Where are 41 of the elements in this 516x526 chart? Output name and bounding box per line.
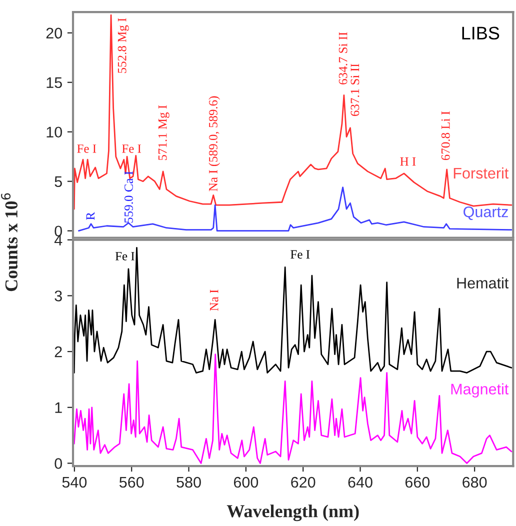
annotation: 571.1 Mg I: [158, 105, 170, 160]
x-tick-label: 560: [119, 476, 144, 488]
x-tick-label: 580: [176, 476, 201, 488]
annotation: Fe I: [115, 252, 134, 260]
y-tick-label: 0: [54, 458, 62, 469]
x-tick-label: 640: [348, 476, 372, 488]
annotation: Fe I: [290, 250, 310, 259]
annotation: 559.0 Ca I: [124, 171, 133, 223]
series-label: Magnetit: [451, 383, 509, 398]
annotation: Na I: [210, 290, 218, 311]
series-label: Quartz: [464, 206, 508, 220]
x-tick-label: 660: [405, 476, 430, 488]
x-tick-label: 600: [234, 476, 258, 488]
annotation: Fe I: [77, 144, 96, 153]
annotation: Na I (589.0, 589.6): [208, 96, 220, 192]
series-label: Hematit: [457, 277, 509, 289]
annotation: H I: [400, 157, 416, 166]
y-tick-label: 4: [54, 234, 62, 246]
x-tick-label: 540: [62, 476, 87, 488]
series-label: Forsterit: [454, 167, 509, 179]
x-tick-label: 680: [462, 476, 487, 488]
y-tick-label: 10: [46, 126, 62, 138]
y-tick-label: 20: [46, 28, 62, 39]
annotation: 637.1 Si II: [350, 64, 360, 116]
annotation: 634.7 Si II: [338, 32, 348, 84]
y-tick-label: 15: [46, 77, 62, 88]
annotation: Fe I: [122, 144, 142, 153]
annotation: 670.8 Li I: [441, 111, 450, 160]
y-tick-label: 0: [54, 226, 62, 237]
line-series: [73, 354, 512, 464]
y-tick-label: 5: [54, 176, 62, 188]
y-tick-label: 3: [54, 290, 62, 302]
line-series: [73, 246, 512, 374]
x-tick-label: 620: [291, 476, 316, 488]
y-tick-label: 2: [54, 346, 62, 358]
annotation: R: [86, 212, 95, 220]
y-axis-title: Counts x 10$^{6}$: [1, 193, 18, 292]
x-axis-title: Wavelength (nm): [226, 504, 359, 522]
y-tick-label: 1: [55, 402, 62, 413]
annotation: 552.8 Mg I: [118, 18, 129, 73]
annotation: LIBS: [462, 26, 500, 40]
